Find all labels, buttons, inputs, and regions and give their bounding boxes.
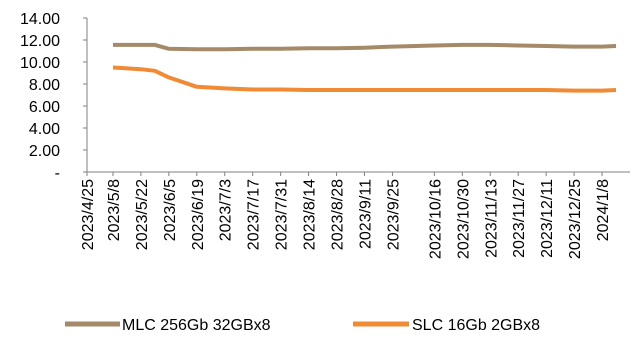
x-tick-label: 2023/12/25 (567, 179, 584, 259)
x-tick-label: 2023/7/31 (274, 179, 291, 250)
x-axis-tick-labels: 2023/4/25 2023/5/8 2023/5/22 2023/6/5 2023/6… (80, 172, 612, 259)
y-tick-label: 4.00 (29, 121, 60, 138)
x-tick-label: 2023/10/16 (427, 179, 444, 259)
series-lines (113, 45, 616, 91)
x-tick-label: 2023/6/5 (162, 179, 179, 241)
y-tick-label: - (55, 165, 60, 182)
x-tick-label: 2023/11/27 (511, 179, 528, 258)
x-tick-label: 2023/6/19 (190, 179, 207, 250)
y-tick-label: 10.00 (20, 55, 60, 72)
x-tick-label: 2023/9/11 (357, 179, 374, 249)
x-tick-label: 2023/7/17 (246, 179, 263, 250)
legend-label-2: SLC 16Gb 2GBx8 (412, 317, 540, 334)
x-tick-label: 2023/8/14 (302, 179, 319, 250)
legend-label-1: MLC 256Gb 32GBx8 (122, 317, 271, 334)
series-line-1 (113, 45, 616, 49)
y-tick-label: 14.00 (20, 11, 60, 28)
x-tick-label: 2023/7/3 (218, 179, 235, 241)
series-line-2 (113, 68, 616, 91)
x-tick-label: 2023/8/28 (330, 179, 347, 250)
legend: MLC 256Gb 32GBx8 SLC 16Gb 2GBx8 (65, 317, 540, 334)
y-axis-tick-labels: - 2.00 4.00 6.00 8.00 10.00 12.00 14.00 (20, 11, 87, 182)
x-tick-label: 2023/9/25 (385, 179, 402, 250)
x-tick-label: 2023/12/11 (539, 179, 556, 258)
x-tick-label: 2023/10/30 (455, 179, 472, 259)
x-tick-label: 2024/1/8 (595, 179, 612, 241)
x-tick-label: 2023/5/22 (134, 179, 151, 250)
y-tick-label: 12.00 (20, 33, 60, 50)
x-tick-label: 2023/11/13 (483, 179, 500, 258)
x-tick-label: 2023/5/8 (106, 179, 123, 241)
y-tick-label: 8.00 (29, 77, 60, 94)
y-tick-label: 2.00 (29, 143, 60, 160)
x-tick-label: 2023/4/25 (80, 179, 97, 250)
y-tick-label: 6.00 (29, 99, 60, 116)
